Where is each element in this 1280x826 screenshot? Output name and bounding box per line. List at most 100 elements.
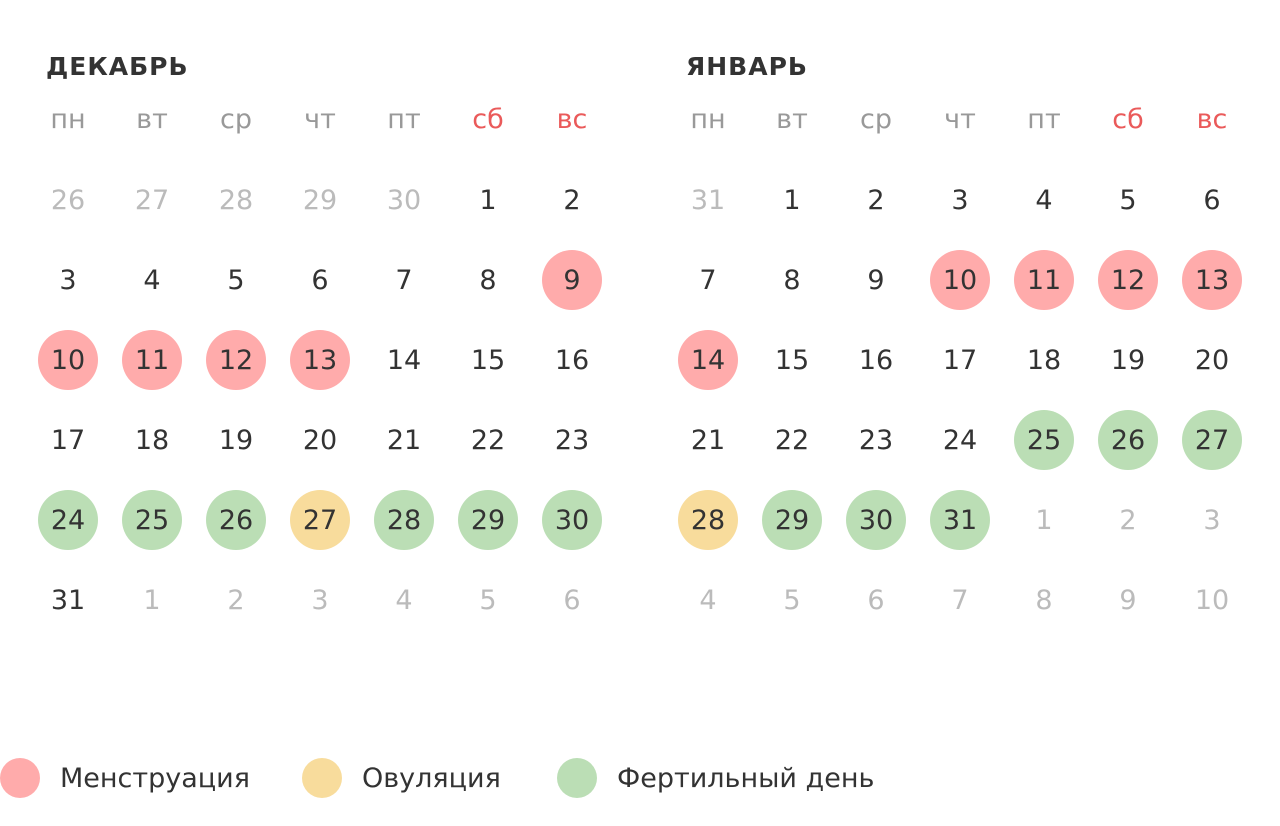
day-other[interactable]: 4: [699, 584, 717, 616]
day-cell[interactable]: 26: [26, 160, 110, 240]
day-cell[interactable]: 8: [750, 240, 834, 320]
day[interactable]: 23: [554, 424, 590, 456]
day[interactable]: 8: [479, 264, 497, 296]
day[interactable]: 19: [218, 424, 254, 456]
day-cell[interactable]: 8: [446, 240, 530, 320]
day-other[interactable]: 6: [563, 584, 581, 616]
day-cell[interactable]: 4: [666, 560, 750, 640]
day[interactable]: 8: [783, 264, 801, 296]
day-cell[interactable]: 3: [278, 560, 362, 640]
day[interactable]: 2: [867, 184, 885, 216]
day[interactable]: 19: [1110, 344, 1146, 376]
day-cell[interactable]: 13: [1170, 240, 1254, 320]
day-fertile[interactable]: 25: [1014, 410, 1074, 470]
day-other[interactable]: 9: [1119, 584, 1137, 616]
day-menstruation[interactable]: 13: [290, 330, 350, 390]
day-cell[interactable]: 5: [446, 560, 530, 640]
day-menstruation[interactable]: 10: [38, 330, 98, 390]
day-cell[interactable]: 7: [666, 240, 750, 320]
day-cell[interactable]: 9: [530, 240, 614, 320]
day-cell[interactable]: 19: [194, 400, 278, 480]
day-cell[interactable]: 6: [1170, 160, 1254, 240]
day-other[interactable]: 31: [690, 184, 726, 216]
day-menstruation[interactable]: 11: [1014, 250, 1074, 310]
day[interactable]: 16: [554, 344, 590, 376]
day-other[interactable]: 6: [867, 584, 885, 616]
day[interactable]: 6: [1203, 184, 1221, 216]
day-menstruation[interactable]: 10: [930, 250, 990, 310]
day-cell[interactable]: 23: [834, 400, 918, 480]
day-cell[interactable]: 30: [362, 160, 446, 240]
day-cell[interactable]: 20: [1170, 320, 1254, 400]
day[interactable]: 1: [479, 184, 497, 216]
day[interactable]: 20: [1194, 344, 1230, 376]
day-cell[interactable]: 12: [1086, 240, 1170, 320]
day-menstruation[interactable]: 14: [678, 330, 738, 390]
day[interactable]: 9: [867, 264, 885, 296]
day[interactable]: 18: [134, 424, 170, 456]
day-other[interactable]: 27: [134, 184, 170, 216]
day-cell[interactable]: 3: [1170, 480, 1254, 560]
day-cell[interactable]: 7: [918, 560, 1002, 640]
day-other[interactable]: 4: [395, 584, 413, 616]
day-cell[interactable]: 5: [750, 560, 834, 640]
day-cell[interactable]: 21: [666, 400, 750, 480]
day-cell[interactable]: 9: [1086, 560, 1170, 640]
day-cell[interactable]: 15: [446, 320, 530, 400]
day-cell[interactable]: 17: [26, 400, 110, 480]
day-cell[interactable]: 27: [1170, 400, 1254, 480]
day[interactable]: 18: [1026, 344, 1062, 376]
day-other[interactable]: 3: [1203, 504, 1221, 536]
day-cell[interactable]: 26: [194, 480, 278, 560]
day[interactable]: 2: [563, 184, 581, 216]
day-cell[interactable]: 31: [918, 480, 1002, 560]
day[interactable]: 7: [395, 264, 413, 296]
day-cell[interactable]: 22: [750, 400, 834, 480]
day-cell[interactable]: 5: [194, 240, 278, 320]
day-cell[interactable]: 21: [362, 400, 446, 480]
day-cell[interactable]: 23: [530, 400, 614, 480]
day[interactable]: 31: [50, 584, 86, 616]
day[interactable]: 24: [942, 424, 978, 456]
day-fertile[interactable]: 30: [542, 490, 602, 550]
day-cell[interactable]: 7: [362, 240, 446, 320]
day[interactable]: 5: [227, 264, 245, 296]
day-fertile[interactable]: 24: [38, 490, 98, 550]
day-cell[interactable]: 20: [278, 400, 362, 480]
day-other[interactable]: 26: [50, 184, 86, 216]
day-cell[interactable]: 31: [666, 160, 750, 240]
day-cell[interactable]: 1: [750, 160, 834, 240]
day-other[interactable]: 28: [218, 184, 254, 216]
day[interactable]: 17: [50, 424, 86, 456]
day[interactable]: 15: [470, 344, 506, 376]
day-fertile[interactable]: 26: [1098, 410, 1158, 470]
day-fertile[interactable]: 29: [762, 490, 822, 550]
day-cell[interactable]: 1: [110, 560, 194, 640]
day[interactable]: 3: [951, 184, 969, 216]
day-cell[interactable]: 27: [278, 480, 362, 560]
day-cell[interactable]: 27: [110, 160, 194, 240]
day-other[interactable]: 8: [1035, 584, 1053, 616]
day-cell[interactable]: 13: [278, 320, 362, 400]
day-cell[interactable]: 28: [666, 480, 750, 560]
day-fertile[interactable]: 31: [930, 490, 990, 550]
day[interactable]: 5: [1119, 184, 1137, 216]
day-cell[interactable]: 16: [834, 320, 918, 400]
day-other[interactable]: 2: [1119, 504, 1137, 536]
day-other[interactable]: 3: [311, 584, 329, 616]
day-cell[interactable]: 29: [750, 480, 834, 560]
day[interactable]: 14: [386, 344, 422, 376]
day-cell[interactable]: 18: [1002, 320, 1086, 400]
day-cell[interactable]: 24: [26, 480, 110, 560]
day-other[interactable]: 2: [227, 584, 245, 616]
day-menstruation[interactable]: 9: [542, 250, 602, 310]
day-cell[interactable]: 10: [918, 240, 1002, 320]
day-other[interactable]: 29: [302, 184, 338, 216]
day-cell[interactable]: 31: [26, 560, 110, 640]
day-cell[interactable]: 5: [1086, 160, 1170, 240]
day-cell[interactable]: 29: [446, 480, 530, 560]
day-cell[interactable]: 10: [1170, 560, 1254, 640]
day[interactable]: 15: [774, 344, 810, 376]
day-other[interactable]: 30: [386, 184, 422, 216]
day-other[interactable]: 1: [143, 584, 161, 616]
